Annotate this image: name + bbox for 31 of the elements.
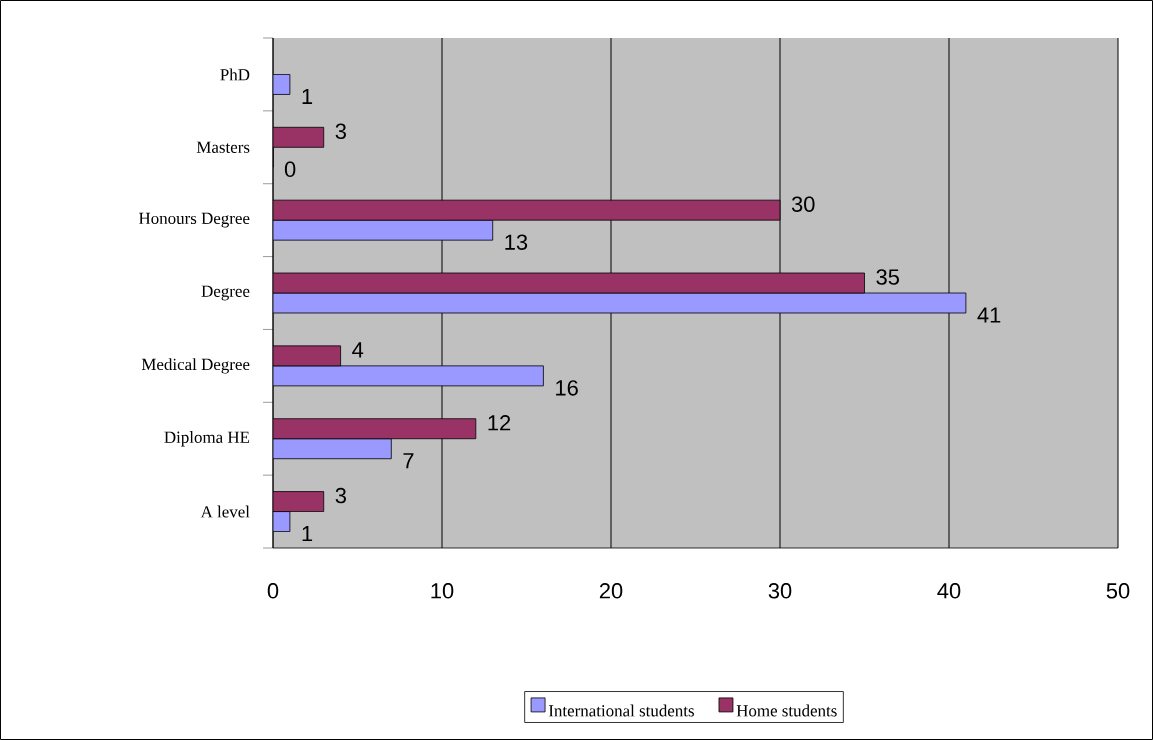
- x-tick-label: 10: [431, 583, 454, 599]
- data-label: 3: [335, 487, 346, 504]
- data-label: 16: [556, 380, 578, 396]
- data-label: 13: [505, 234, 528, 250]
- x-tick-label: 30: [768, 583, 792, 599]
- x-tick-label: 40: [937, 583, 961, 599]
- bar: [273, 438, 392, 460]
- data-label: 41: [977, 307, 1001, 323]
- data-label: 0: [284, 161, 296, 178]
- y-tick-label: A level: [200, 505, 250, 518]
- data-label: 7: [403, 453, 414, 469]
- data-label: 4: [352, 342, 364, 358]
- data-label: 30: [791, 196, 815, 212]
- y-tick-label: Degree: [201, 285, 250, 301]
- y-tick-label: Masters: [196, 141, 250, 153]
- bar: [273, 365, 544, 387]
- data-label: 3: [335, 123, 346, 140]
- y-tick-label: Medical Degree: [141, 358, 250, 374]
- y-tick-label: PhD: [220, 68, 250, 81]
- x-tick-label: 50: [1106, 583, 1130, 599]
- y-tick-label: Diploma HE: [164, 431, 250, 447]
- data-label: 35: [876, 269, 899, 285]
- data-label: 12: [488, 415, 511, 431]
- data-label: 1: [302, 526, 313, 542]
- data-label: 1: [302, 88, 313, 104]
- bar: [273, 292, 967, 314]
- x-tick-label: 0: [267, 583, 279, 599]
- x-tick-label: 20: [599, 583, 623, 599]
- legend-label: Home students: [736, 704, 837, 717]
- legend-label: International students: [548, 704, 694, 717]
- y-tick-label: Honours Degree: [139, 212, 250, 228]
